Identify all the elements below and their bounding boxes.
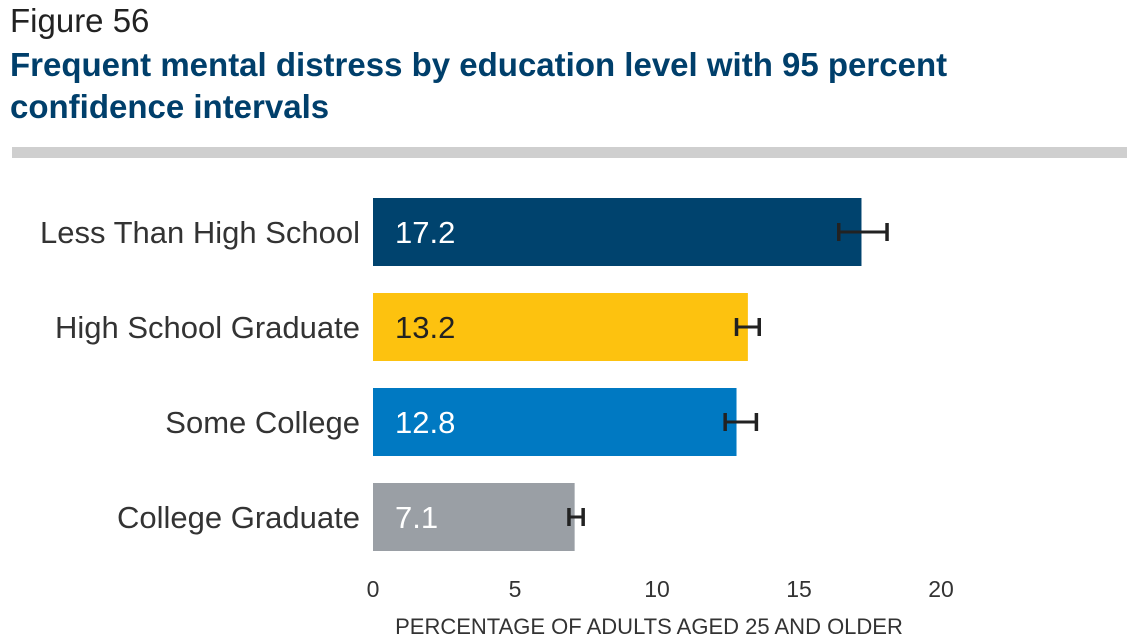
x-tick-label: 20 [928,576,954,602]
bar-value-label: 12.8 [395,405,455,440]
bar-value-label: 17.2 [395,215,455,250]
category-label: College Graduate [117,500,360,535]
category-label: Some College [165,405,360,440]
x-axis-title: PERCENTAGE OF ADULTS AGED 25 AND OLDER [395,614,903,639]
x-tick-label: 0 [367,576,380,602]
bar [373,388,737,456]
chart-title: Frequent mental distress by education le… [10,46,948,125]
bar [373,483,575,551]
x-tick-label: 5 [509,576,522,602]
x-tick-label: 10 [644,576,670,602]
bar-value-label: 7.1 [395,500,438,535]
title-divider [12,147,1127,158]
category-label: Less Than High School [40,215,360,250]
x-tick-label: 15 [786,576,812,602]
bar [373,293,748,361]
category-label: High School Graduate [55,310,360,345]
bar [373,198,862,266]
bar-value-label: 13.2 [395,310,455,345]
figure-label: Figure 56 [10,2,150,39]
